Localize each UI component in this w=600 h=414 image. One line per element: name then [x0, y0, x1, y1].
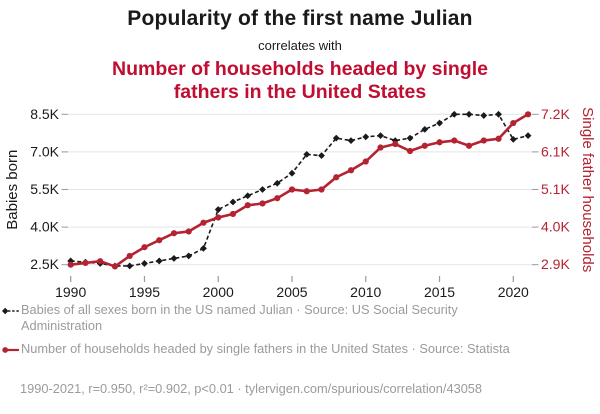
svg-text:1995: 1995 [129, 284, 160, 300]
chart-connector-text: correlates with [258, 38, 342, 53]
legend-item-single-fathers: Number of households headed by single fa… [1, 341, 561, 357]
svg-text:2005: 2005 [276, 284, 307, 300]
svg-text:5.1K: 5.1K [541, 181, 570, 197]
chart-title: Popularity of the first name Julian [127, 7, 473, 30]
svg-text:2.9K: 2.9K [541, 256, 570, 272]
svg-text:8.5K: 8.5K [30, 106, 59, 122]
svg-text:2000: 2000 [203, 284, 234, 300]
left-axis-title: Babies born [4, 150, 21, 230]
legend-label-julian: Babies of all sexes born in the US named… [21, 302, 458, 333]
right-axis-title: Single father households [579, 107, 596, 272]
x-axis: 1990 1995 2000 2005 2010 2015 2020 [55, 276, 529, 300]
svg-text:6.1K: 6.1K [541, 143, 570, 159]
svg-text:1990: 1990 [55, 284, 86, 300]
svg-text:2010: 2010 [350, 284, 381, 300]
legend: Babies of all sexes born in the US named… [1, 302, 561, 365]
correlation-chart: 8.5K 7.2K 7.0K 6.1K 5.5K 5.1K 4.0K 4.0K 2.5K 2.9K… [4, 106, 596, 300]
chart-header: Popularity of the first name Julian corr… [0, 0, 600, 104]
svg-text:5.5K: 5.5K [30, 181, 59, 197]
red-solid-series-icon [2, 347, 19, 353]
series-single-father-households [67, 111, 532, 270]
svg-text:4.0K: 4.0K [541, 219, 570, 235]
svg-text:7.0K: 7.0K [30, 143, 59, 159]
svg-text:2.5K: 2.5K [30, 256, 59, 272]
svg-text:2020: 2020 [498, 284, 529, 300]
black-dashed-series-icon [2, 307, 19, 315]
svg-text:7.2K: 7.2K [541, 106, 570, 122]
legend-item-julian: Babies of all sexes born in the US named… [1, 302, 561, 333]
stats-footer: 1990-2021, r=0.950, r²=0.902, p<0.01 · t… [20, 381, 483, 396]
plot-gridlines: 8.5K 7.2K 7.0K 6.1K 5.5K 5.1K 4.0K 4.0K 2.5K 2.9K [30, 106, 570, 272]
chart-subtitle: Number of households headed by single fa… [112, 58, 488, 103]
svg-text:2015: 2015 [424, 284, 455, 300]
legend-label-single-fathers: Number of households headed by single fa… [21, 341, 510, 356]
svg-text:4.0K: 4.0K [30, 219, 59, 235]
